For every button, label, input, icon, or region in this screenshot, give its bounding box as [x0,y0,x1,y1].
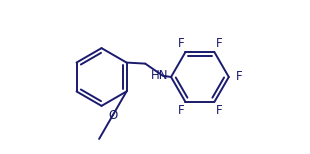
Text: O: O [108,109,117,122]
Text: F: F [236,71,242,83]
Text: HN: HN [151,69,168,82]
Text: F: F [216,104,222,117]
Text: F: F [177,37,184,50]
Text: F: F [177,104,184,117]
Text: F: F [216,37,222,50]
